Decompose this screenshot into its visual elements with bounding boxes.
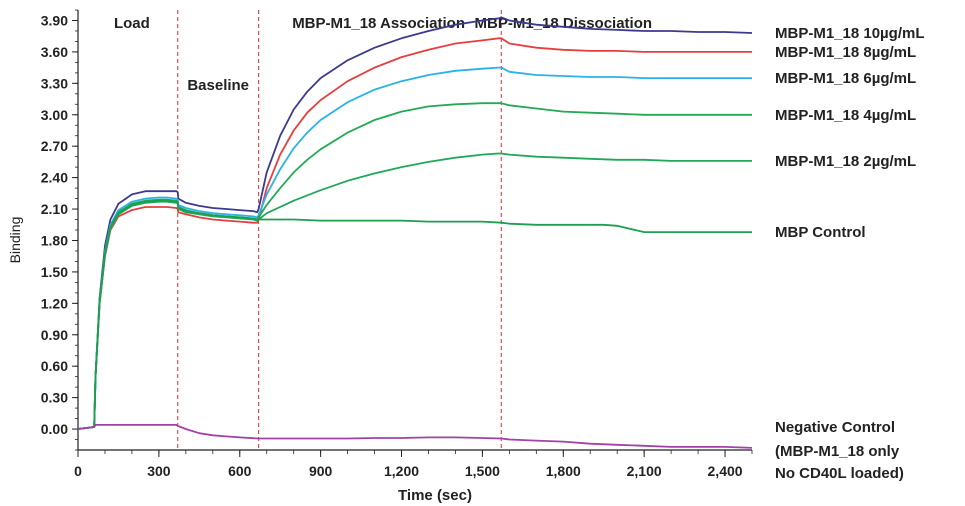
x-tick-label: 1,800: [546, 463, 581, 479]
y-tick-label: 0.90: [41, 327, 68, 343]
series-label: MBP-M1_18 10µg/mL: [775, 25, 925, 42]
x-tick-label: 2,400: [708, 463, 743, 479]
series-label: MBP-M1_18 4µg/mL: [775, 107, 916, 124]
series-line: [77, 424, 753, 449]
series-line: [77, 102, 752, 430]
x-tick-label: 1,500: [465, 463, 500, 479]
x-tick-label: 1,200: [384, 463, 419, 479]
y-tick-label: 0.60: [41, 358, 68, 374]
series-group: [77, 16, 753, 449]
series-line: [77, 152, 752, 430]
y-tick-label: 3.00: [41, 107, 68, 123]
y-tick-label: 0.00: [41, 421, 68, 437]
y-tick-label: 2.70: [41, 138, 68, 154]
series-line: [77, 16, 753, 430]
series-label: MBP Control: [775, 224, 866, 241]
x-tick-label: 2,100: [627, 463, 662, 479]
negative-control-label: (MBP-M1_18 only: [775, 443, 900, 460]
series-label: MBP-M1_18 6µg/mL: [775, 70, 916, 87]
y-tick-label: 3.60: [41, 44, 68, 60]
series-line: [77, 199, 752, 430]
negative-control-label: Negative Control: [775, 419, 895, 436]
negative-control-label: No CD40L loaded): [775, 465, 904, 482]
y-tick-label: 1.80: [41, 232, 68, 248]
series-line: [77, 66, 752, 430]
y-tick-label: 3.90: [41, 12, 68, 28]
x-tick-label: 600: [228, 463, 252, 479]
x-tick-label: 900: [309, 463, 333, 479]
y-tick-label: 2.10: [41, 201, 68, 217]
x-tick-label: 0: [74, 463, 82, 479]
y-tick-label: 2.40: [41, 170, 68, 186]
series-labels: MBP-M1_18 10µg/mL MBP-M1_18 8µg/mL MBP-M1_…: [775, 25, 925, 482]
phase-label: Load: [114, 15, 150, 32]
x-tick-label: 300: [147, 463, 171, 479]
phase-label: MBP-M1_18 Association: [292, 15, 465, 32]
phase-boundaries: Load Baseline MBP-M1_18 Association MBP-M1_…: [114, 10, 652, 450]
axes: 0.00 0.30 0.60 0.90 1.20 1.50 1.80 2.10 2.40 2.70…: [7, 9, 753, 504]
y-tick-label: 1.50: [41, 264, 68, 280]
phase-label: MBP-M1_18 Dissociation: [475, 15, 653, 32]
series-line: [77, 37, 752, 430]
phase-label: Baseline: [187, 77, 249, 94]
y-tick-label: 0.30: [41, 390, 68, 406]
y-axis-title: Binding: [7, 217, 23, 264]
y-tick-label: 3.30: [41, 75, 68, 91]
series-label: MBP-M1_18 8µg/mL: [775, 44, 916, 61]
series-label: MBP-M1_18 2µg/mL: [775, 153, 916, 170]
y-tick-label: 1.20: [41, 295, 68, 311]
x-axis-title: Time (sec): [398, 487, 472, 504]
